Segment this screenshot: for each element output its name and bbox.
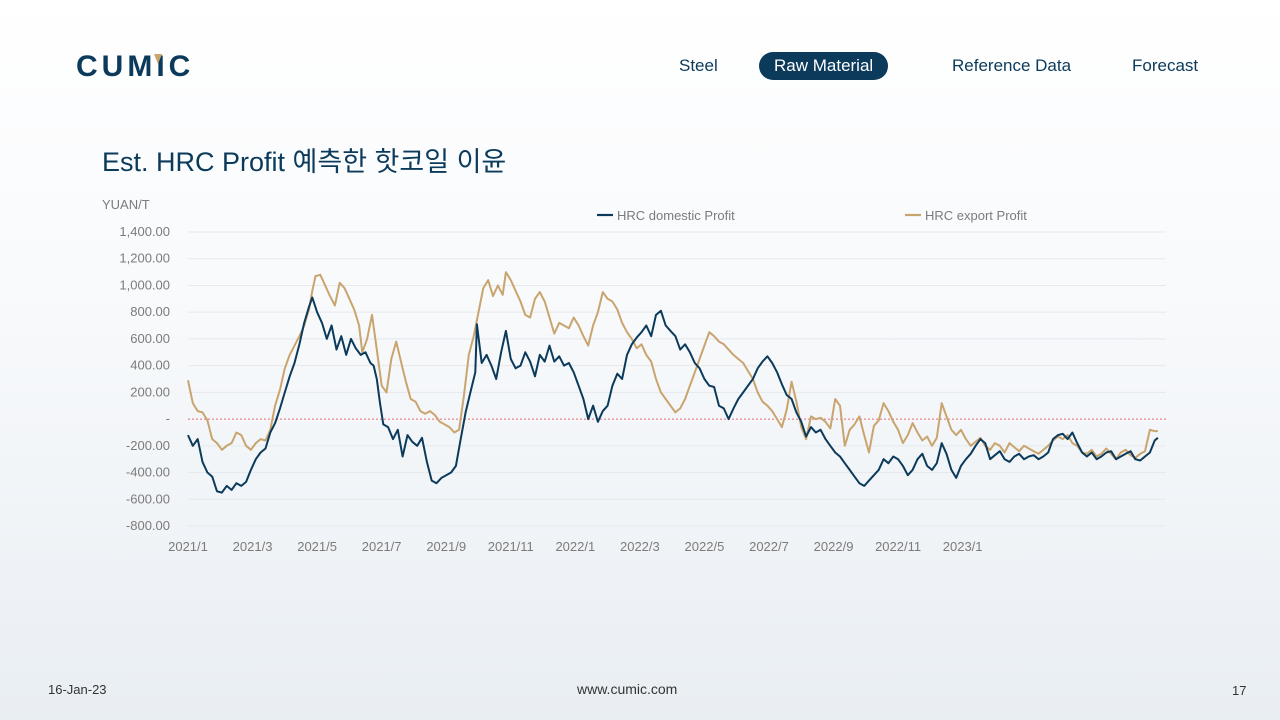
x-tick-label: 2023/1 <box>943 539 983 554</box>
x-tick-label: 2021/7 <box>362 539 402 554</box>
nav-forecast[interactable]: Forecast <box>1132 56 1199 75</box>
x-tick-label: 2022/7 <box>749 539 789 554</box>
y-tick-label: 1,200.00 <box>119 251 170 266</box>
chart-legend: HRC domestic Profit HRC export Profit <box>597 208 1027 223</box>
top-navigation: Steel Raw Material Reference Data Foreca… <box>0 52 1280 84</box>
y-tick-label: 400.00 <box>130 358 170 373</box>
x-tick-label: 2022/5 <box>685 539 725 554</box>
logo-accent-icon <box>154 54 162 64</box>
nav-steel[interactable]: Steel <box>679 56 718 75</box>
x-tick-label: 2021/1 <box>168 539 208 554</box>
y-tick-label: 800.00 <box>130 304 170 319</box>
nav-reference-data[interactable]: Reference Data <box>952 56 1072 75</box>
nav-raw-material[interactable]: Raw Material <box>759 52 889 80</box>
cumic-logo[interactable]: CUMIC <box>76 50 206 85</box>
x-axis-ticks: 2021/1 2021/3 2021/5 2021/7 2021/9 2021/11 202… <box>168 539 982 554</box>
logo-text: CUMIC <box>76 50 194 80</box>
legend-domestic-label: HRC domestic Profit <box>617 208 735 223</box>
x-tick-label: 2021/11 <box>488 539 534 554</box>
x-tick-label: 2022/9 <box>814 539 854 554</box>
x-tick-label: 2022/11 <box>875 539 921 554</box>
x-tick-label: 2022/3 <box>620 539 660 554</box>
y-tick-label: 1,400.00 <box>119 224 170 239</box>
y-tick-label: -800.00 <box>126 518 170 533</box>
y-tick-label: 1,000.00 <box>119 277 170 292</box>
page-number: 17 <box>1232 683 1247 698</box>
chart-gridlines <box>188 231 1166 527</box>
y-tick-label: 200.00 <box>130 384 170 399</box>
y-tick-label: -400.00 <box>126 465 170 480</box>
x-tick-label: 2021/9 <box>426 539 466 554</box>
page-title: Est. HRC Profit 예측한 핫코일 이윤 <box>102 147 507 177</box>
footer-url[interactable]: www.cumic.com <box>577 681 678 697</box>
y-tick-label: - <box>166 411 170 426</box>
cumic-logo-mark: CUMIC <box>76 50 194 83</box>
legend-export-label: HRC export Profit <box>925 208 1027 223</box>
series-line-export <box>187 271 1158 461</box>
x-tick-label: 2021/5 <box>297 539 337 554</box>
y-tick-label: -600.00 <box>126 491 170 506</box>
y-tick-label: -200.00 <box>126 438 170 453</box>
y-axis-unit-label: YUAN/T <box>102 197 150 212</box>
x-tick-label: 2021/3 <box>233 539 273 554</box>
series-line-domestic <box>187 296 1159 494</box>
chart-series <box>187 271 1159 494</box>
y-tick-label: 600.00 <box>130 331 170 346</box>
x-tick-label: 2022/1 <box>555 539 595 554</box>
footer-date: 16-Jan-23 <box>48 682 107 697</box>
y-axis-ticks: 1,400.00 1,200.00 1,000.00 800.00 600.00 400.… <box>119 224 170 533</box>
